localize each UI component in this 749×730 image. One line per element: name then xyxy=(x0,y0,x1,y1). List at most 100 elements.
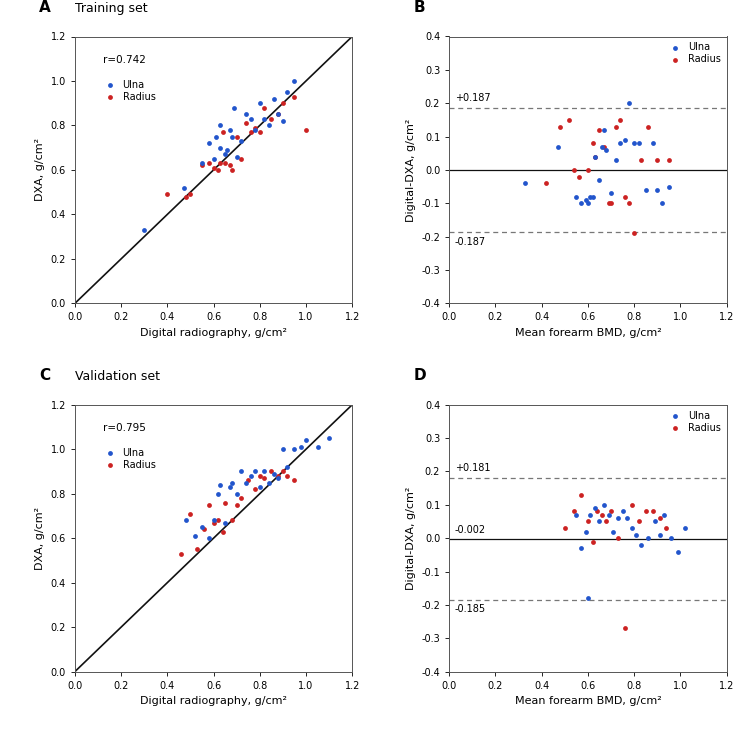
Point xyxy=(203,499,215,511)
Point xyxy=(593,124,605,136)
Point xyxy=(631,529,643,541)
Point xyxy=(267,93,279,104)
Point xyxy=(226,477,238,488)
Point xyxy=(621,512,633,524)
Point xyxy=(198,523,210,535)
Point xyxy=(595,509,607,520)
Point xyxy=(607,526,619,537)
Point xyxy=(203,532,215,544)
Point xyxy=(593,174,605,185)
Point xyxy=(300,124,312,136)
Point xyxy=(598,499,610,511)
Point xyxy=(214,120,226,131)
Point xyxy=(586,191,598,202)
Point xyxy=(249,466,261,477)
Text: r=0.742: r=0.742 xyxy=(103,55,145,65)
Point xyxy=(207,517,219,529)
Point xyxy=(642,120,654,132)
Point xyxy=(224,160,236,172)
Point xyxy=(295,441,307,453)
Point xyxy=(552,141,564,153)
Text: -0.002: -0.002 xyxy=(455,525,486,534)
Point xyxy=(589,502,601,514)
Point xyxy=(254,470,266,482)
Point xyxy=(180,515,192,526)
Point xyxy=(646,506,658,518)
Point xyxy=(554,120,566,132)
Point xyxy=(207,162,219,174)
Point xyxy=(210,131,222,142)
Point xyxy=(651,184,663,196)
Point xyxy=(568,506,580,518)
Point xyxy=(589,150,601,162)
Point xyxy=(219,158,231,169)
Point xyxy=(591,506,603,518)
Point xyxy=(203,158,215,169)
Point xyxy=(623,197,635,209)
Point xyxy=(207,153,219,165)
Point xyxy=(616,506,628,518)
Point xyxy=(603,197,615,209)
Point xyxy=(175,548,187,560)
X-axis label: Digital radiography, g/cm²: Digital radiography, g/cm² xyxy=(140,328,287,338)
Text: -0.185: -0.185 xyxy=(455,604,486,614)
Point xyxy=(212,488,224,499)
Point xyxy=(619,191,631,202)
Point xyxy=(633,515,645,527)
Point xyxy=(663,154,675,166)
Point xyxy=(244,126,256,138)
Point xyxy=(628,137,640,149)
Point xyxy=(603,509,615,520)
Point xyxy=(212,515,224,526)
Legend: Ulna, Radius: Ulna, Radius xyxy=(99,447,157,471)
Text: +0.187: +0.187 xyxy=(455,93,491,103)
Point xyxy=(582,592,594,604)
Point xyxy=(586,137,598,149)
Point xyxy=(323,432,335,444)
Legend: Ulna, Radius: Ulna, Radius xyxy=(664,410,722,434)
Point xyxy=(219,517,231,529)
Point xyxy=(584,191,596,202)
Point xyxy=(540,177,552,189)
Point xyxy=(272,109,284,120)
Point xyxy=(226,164,238,176)
Point xyxy=(570,191,582,202)
X-axis label: Mean forearm BMD, g/cm²: Mean forearm BMD, g/cm² xyxy=(515,696,661,706)
Point xyxy=(226,515,238,526)
Point xyxy=(235,466,247,477)
Point xyxy=(559,523,571,534)
Point xyxy=(633,137,645,149)
Point xyxy=(568,164,580,176)
Point xyxy=(598,124,610,136)
Text: +0.181: +0.181 xyxy=(455,464,491,474)
Y-axis label: DXA, g/cm²: DXA, g/cm² xyxy=(35,507,45,569)
Point xyxy=(640,184,652,196)
Point xyxy=(254,126,266,138)
Point xyxy=(665,532,677,544)
Point xyxy=(582,515,594,527)
Point xyxy=(288,474,300,486)
Point xyxy=(626,499,638,511)
Point xyxy=(672,546,684,558)
Point xyxy=(180,191,192,202)
Point xyxy=(258,466,270,477)
Point xyxy=(189,530,201,542)
Point xyxy=(249,122,261,134)
Point xyxy=(226,131,238,142)
Y-axis label: Digital-DXA, g/cm²: Digital-DXA, g/cm² xyxy=(406,118,416,222)
Text: C: C xyxy=(39,369,50,383)
Point xyxy=(646,137,658,149)
Point xyxy=(235,492,247,504)
Point xyxy=(231,150,243,162)
Point xyxy=(619,134,631,146)
Point xyxy=(272,470,284,482)
Point xyxy=(642,532,654,544)
Text: B: B xyxy=(413,0,425,15)
Point xyxy=(265,113,277,125)
Point xyxy=(242,474,254,486)
Point xyxy=(614,137,626,149)
Point xyxy=(235,153,247,165)
Point xyxy=(219,148,231,160)
Point xyxy=(272,472,284,484)
Point xyxy=(663,181,675,193)
